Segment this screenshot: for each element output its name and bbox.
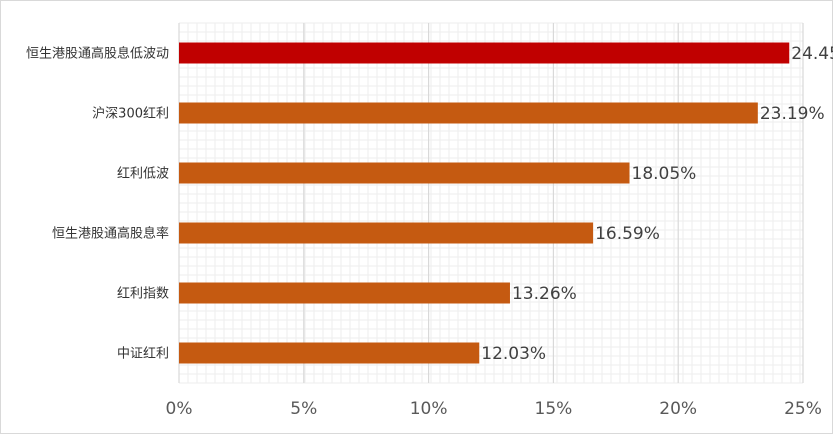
x-tick-label: 25% bbox=[784, 399, 822, 419]
value-label: 24.45% bbox=[791, 44, 833, 64]
category-label: 红利低波 bbox=[117, 166, 169, 182]
x-tick-labels: 0% 5% 10% 15% 20% 25% bbox=[166, 399, 822, 419]
value-label: 16.59% bbox=[595, 224, 660, 244]
value-labels: 24.45% 23.19% 18.05% 16.59% 13.26% 12.03% bbox=[481, 44, 833, 364]
bar bbox=[179, 222, 594, 244]
bar bbox=[179, 42, 790, 64]
bar bbox=[179, 282, 510, 304]
category-label: 中证红利 bbox=[117, 346, 169, 362]
x-tick-label: 15% bbox=[535, 399, 573, 419]
category-label: 恒生港股通高股息低波动 bbox=[26, 46, 169, 62]
bars-group bbox=[179, 42, 790, 364]
bar bbox=[179, 102, 758, 124]
value-label: 13.26% bbox=[512, 284, 577, 304]
minor-grid bbox=[178, 22, 803, 384]
bar bbox=[179, 162, 630, 184]
value-label: 18.05% bbox=[632, 164, 697, 184]
major-grid bbox=[178, 23, 804, 383]
value-label: 23.19% bbox=[760, 104, 825, 124]
x-tick-label: 5% bbox=[290, 399, 317, 419]
x-tick-label: 20% bbox=[659, 399, 697, 419]
category-label: 红利指数 bbox=[117, 286, 169, 302]
x-tick-label: 0% bbox=[166, 399, 193, 419]
x-tick-label: 10% bbox=[410, 399, 448, 419]
bar bbox=[179, 342, 480, 364]
category-label: 沪深300红利 bbox=[92, 106, 169, 122]
category-label: 恒生港股通高股息率 bbox=[52, 226, 169, 242]
value-label: 12.03% bbox=[481, 344, 546, 364]
